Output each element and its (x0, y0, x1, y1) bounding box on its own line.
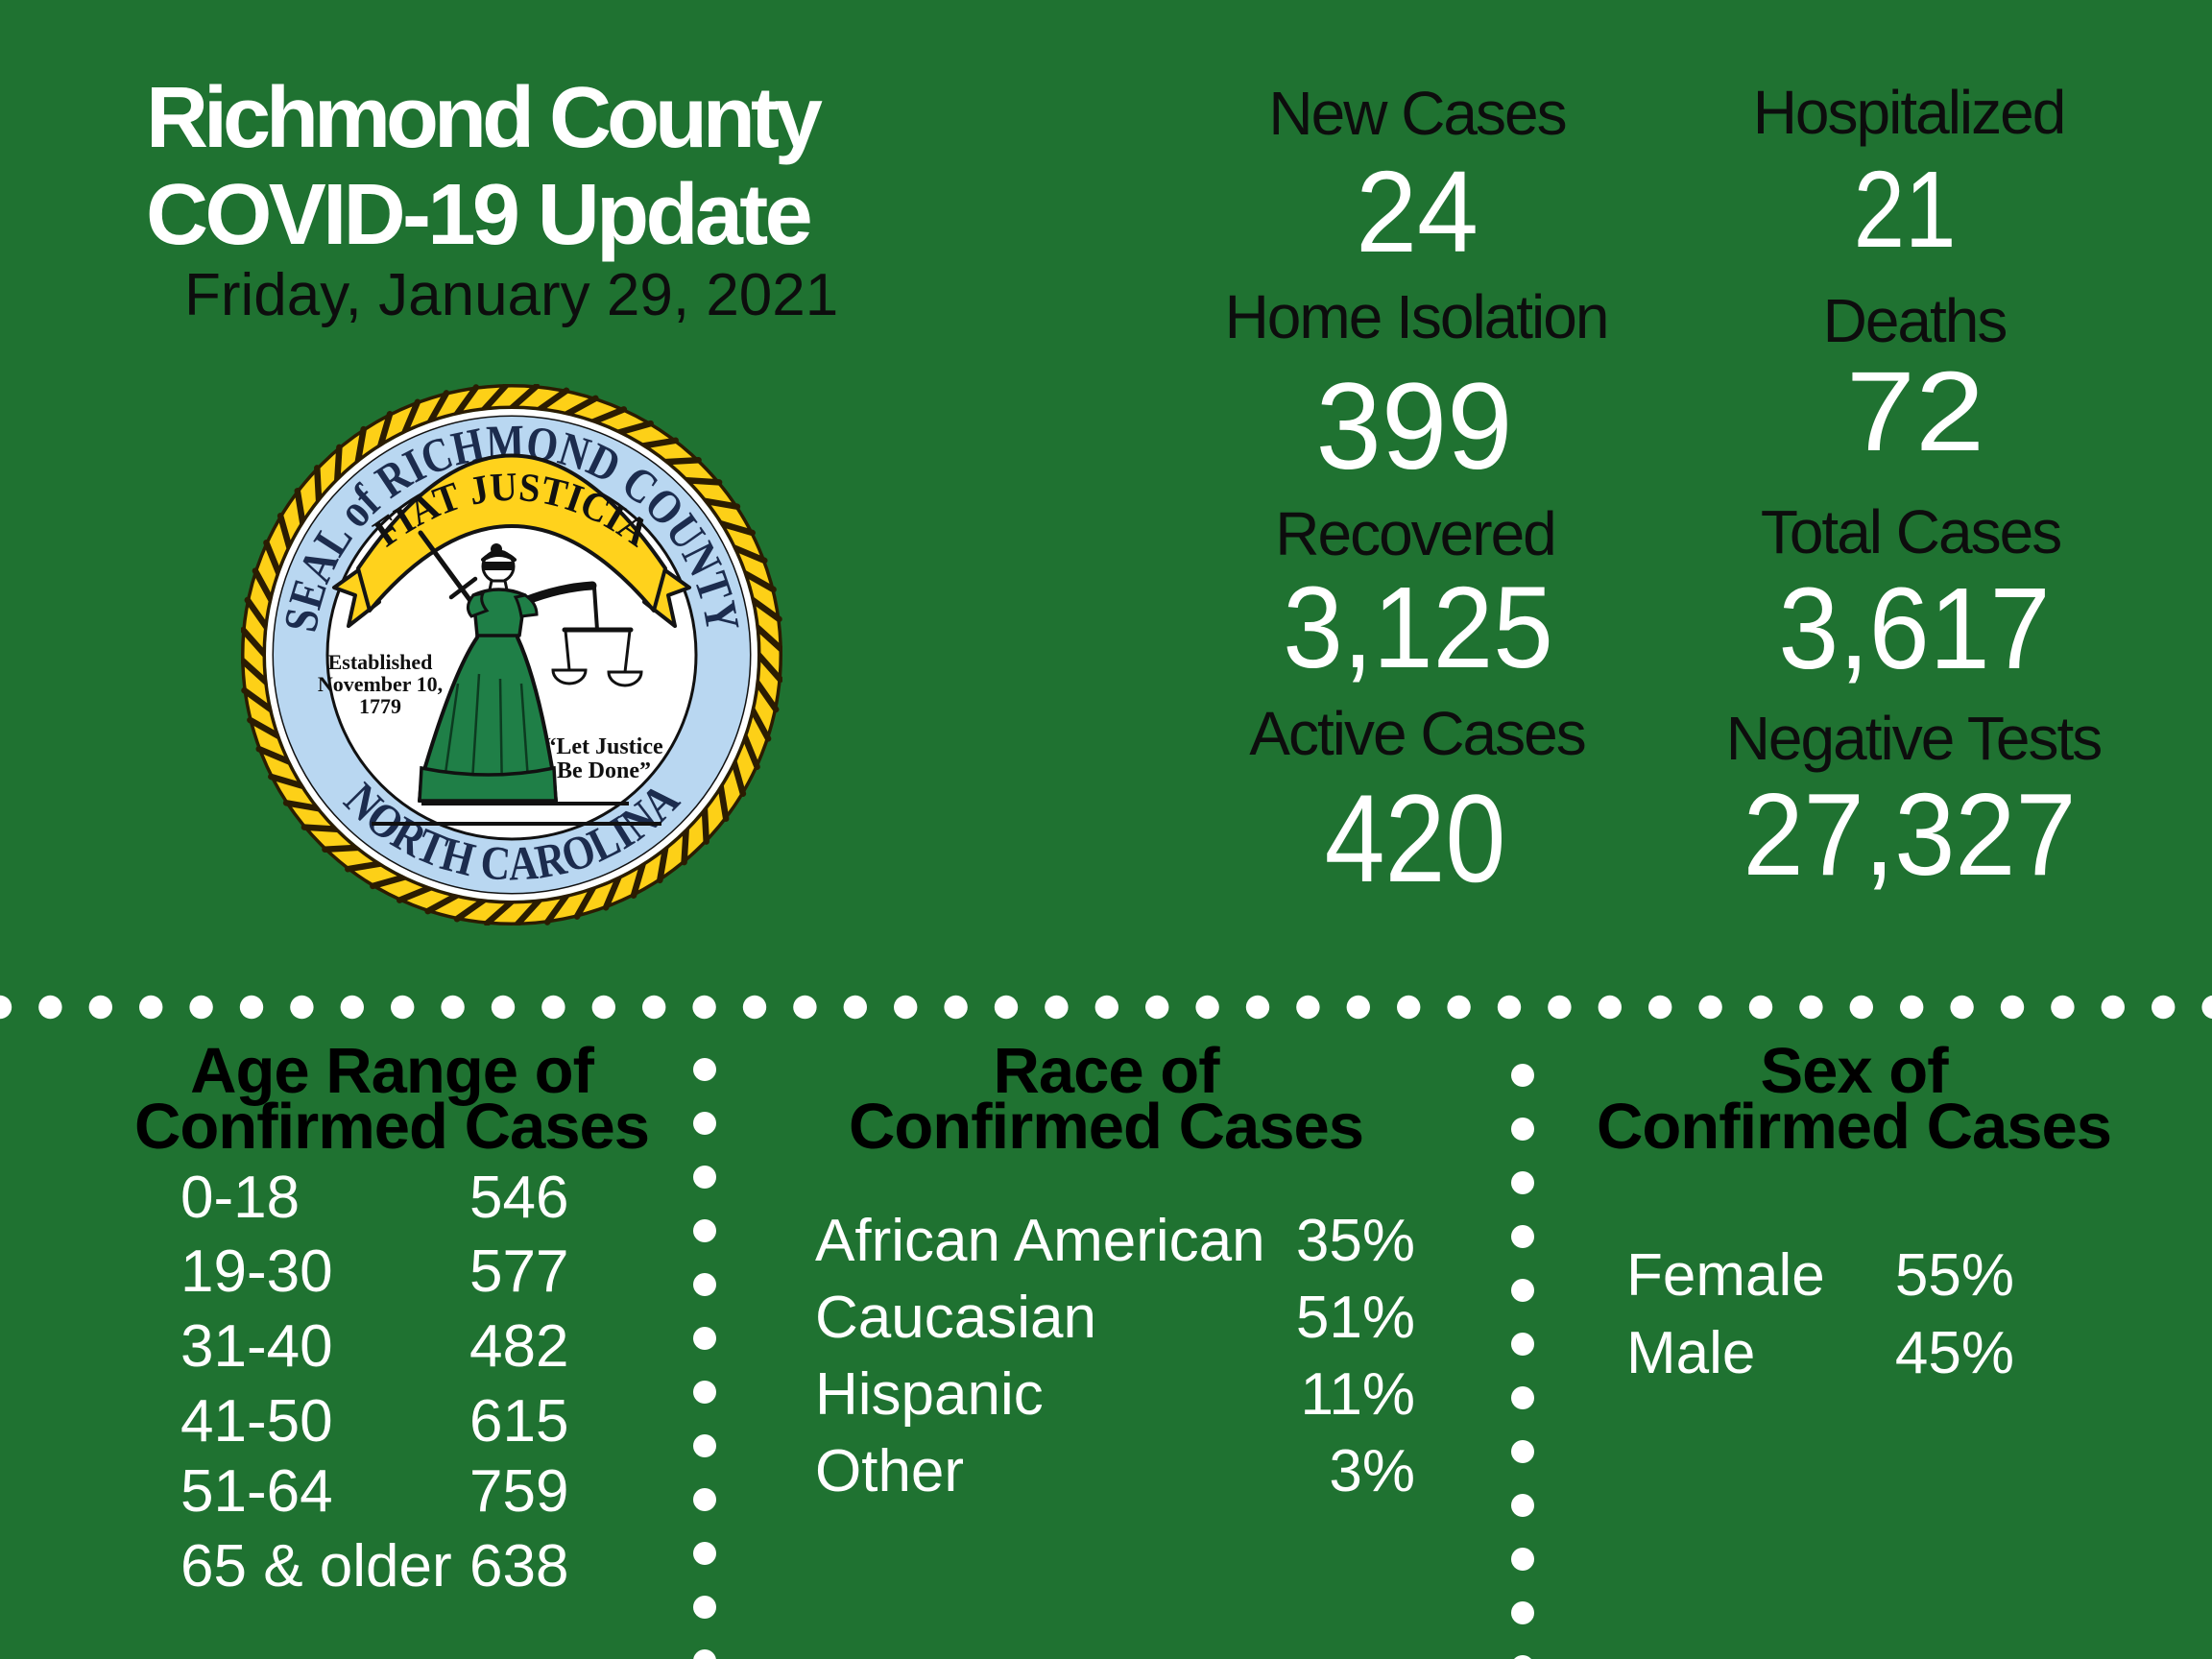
svg-text:“Let Justice: “Let Justice (544, 734, 663, 759)
svg-text:Be Done”: Be Done” (557, 758, 651, 783)
svg-text:November 10,: November 10, (318, 672, 443, 696)
svg-text:Established: Established (328, 650, 433, 674)
svg-text:1779: 1779 (359, 694, 401, 718)
